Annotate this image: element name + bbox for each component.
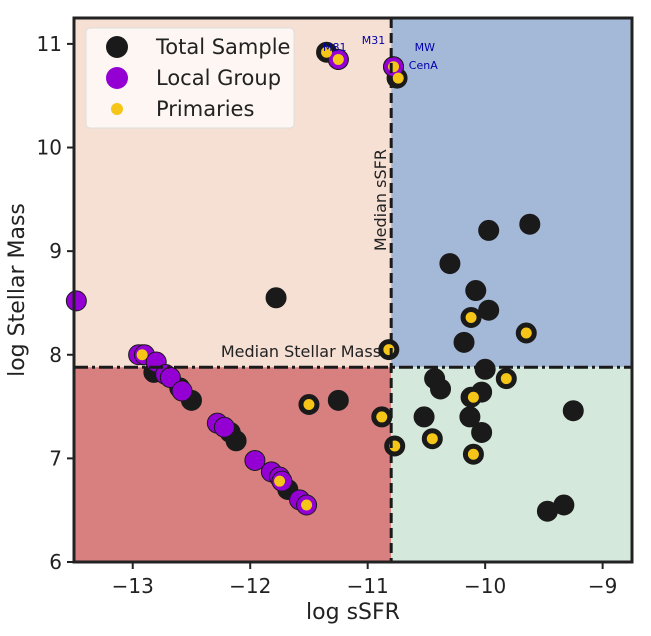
point-local-group [159,367,181,389]
median-mass-label: Median Stellar Mass [221,342,381,361]
point-local-group [65,290,87,312]
y-tick-label: 11 [37,32,62,56]
x-tick-label: −13 [112,574,154,598]
point-total-sample [474,358,496,380]
point-total-sample [265,287,287,309]
y-tick-label: 9 [49,239,62,263]
median-lines [74,18,632,562]
point-local-group [213,416,235,438]
annotation-m81: M81 [323,41,347,54]
median-ssfr-label: Median sSFR [371,149,390,251]
point-local-group [171,380,193,402]
quadrant-bottom-right [391,367,632,562]
data-points [65,41,584,522]
point-primaries [520,327,532,339]
point-total-sample [465,280,487,302]
galaxy-annotations: M31 M81 MW CenA [323,34,438,72]
point-total-sample [471,421,493,443]
point-primaries [136,349,148,361]
annotation-m31: M31 [362,34,386,47]
legend-marker [106,67,128,89]
legend-box [85,27,295,129]
point-total-sample [430,378,452,400]
legend-marker [106,36,128,58]
legend: Total Sample Local Group Primaries [85,27,295,129]
point-total-sample [478,219,500,241]
legend-label: Local Group [156,66,281,90]
annotation-mw: MW [415,41,435,54]
y-tick-label: 7 [49,446,62,470]
x-axis-title: log sSFR [306,600,400,625]
point-local-group [244,449,266,471]
point-primaries [303,398,315,410]
point-total-sample [453,331,475,353]
point-total-sample [439,253,461,275]
plot-frame [72,16,634,564]
point-primaries [465,311,477,323]
point-primaries [392,72,404,84]
point-total-sample [478,299,500,321]
point-primaries [301,499,313,511]
y-tick-label: 10 [37,136,62,160]
point-primaries [321,46,333,58]
y-axis-title: log Stellar Mass [5,203,30,377]
point-total-sample [562,400,584,422]
x-tick-label: −10 [464,574,506,598]
series-primaries [136,46,532,511]
point-total-sample [553,494,575,516]
point-primaries [376,411,388,423]
point-primaries [274,475,286,487]
legend-marker [111,103,123,115]
point-primaries [467,391,479,403]
x-tick-label: −12 [229,574,271,598]
point-total-sample [327,389,349,411]
x-tick-label: −11 [347,574,389,598]
axis-ticks: −13 −12 −11 −10 −9 6 7 8 9 10 11 [37,32,618,598]
quadrant-top-right [391,18,632,368]
x-tick-label: −9 [588,574,617,598]
legend-label: Primaries [156,97,254,121]
point-primaries [500,373,512,385]
point-total-sample [459,406,481,428]
y-tick-label: 8 [49,343,62,367]
point-primaries [467,448,479,460]
y-tick-label: 6 [49,550,62,574]
annotation-cena: CenA [409,59,438,72]
point-primaries [332,53,344,65]
point-primaries [426,433,438,445]
point-primaries [383,344,395,356]
point-total-sample [413,406,435,428]
point-primaries [388,61,400,73]
legend-label: Total Sample [155,35,290,59]
point-total-sample [519,213,541,235]
